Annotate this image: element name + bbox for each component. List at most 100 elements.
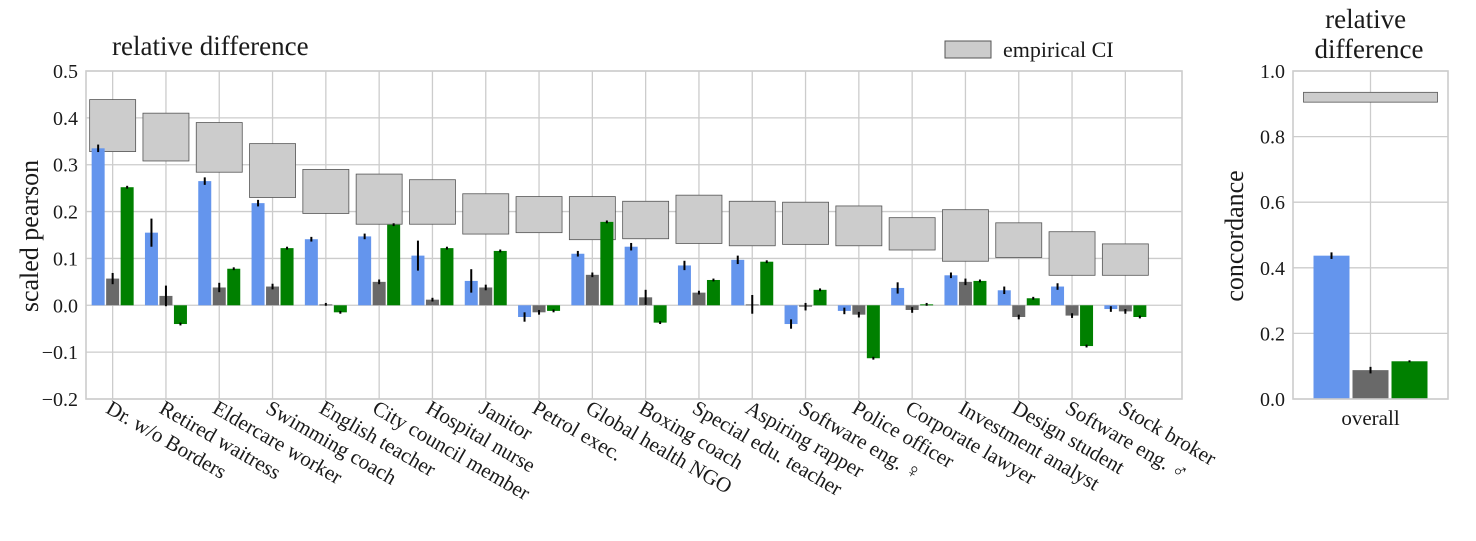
bar <box>1026 298 1040 306</box>
y-tick-label: −0.2 <box>42 389 78 411</box>
bar <box>1080 305 1094 347</box>
legend: empirical CI <box>944 37 1114 62</box>
bar <box>358 236 372 306</box>
y-tick-label: 0.2 <box>53 202 78 224</box>
legend-label-empirical-ci: empirical CI <box>1003 37 1114 62</box>
bar <box>731 259 745 306</box>
bar <box>958 281 972 306</box>
bar <box>464 280 478 306</box>
bar <box>1313 255 1350 399</box>
ci-box <box>89 99 137 152</box>
bar <box>624 246 638 306</box>
ci-box <box>995 222 1043 258</box>
bar <box>706 279 720 306</box>
bar <box>333 305 347 313</box>
x-tick-label: overall <box>1341 406 1399 430</box>
bar <box>198 181 212 306</box>
y-tick-label: 0.3 <box>53 155 78 177</box>
bar <box>585 274 599 306</box>
bar <box>280 248 294 306</box>
bar <box>1352 370 1389 399</box>
main-chart-frame <box>85 70 1183 400</box>
y-tick-label: 0.5 <box>53 61 78 83</box>
ci-box <box>782 201 829 245</box>
ci-box <box>249 143 296 198</box>
bar <box>1065 305 1079 316</box>
ci-box <box>142 112 190 162</box>
y-tick-label: 0.4 <box>1260 258 1285 280</box>
y-tick-label: 0.8 <box>1260 127 1285 149</box>
overall-chart-frame <box>1292 70 1449 400</box>
bar <box>304 239 318 306</box>
bar <box>653 305 667 323</box>
ci-box <box>1101 243 1149 276</box>
bar <box>173 305 187 325</box>
bar <box>1133 305 1147 317</box>
bar <box>973 280 987 306</box>
bar <box>1051 286 1065 306</box>
bar <box>692 292 706 306</box>
ci-box <box>675 194 723 244</box>
bar <box>600 221 614 306</box>
main-chart-ci-boxes <box>89 99 1149 276</box>
ci-box <box>1048 231 1096 276</box>
bar <box>852 305 866 315</box>
bar <box>493 250 507 306</box>
overall-chart-title: relative difference <box>1315 4 1424 64</box>
main-chart-bars <box>91 144 1147 360</box>
overall-chart-bars <box>1313 252 1428 399</box>
bar <box>944 275 958 306</box>
overall-chart-y-axis-label: concordance <box>1220 170 1249 301</box>
ci-box <box>462 193 510 235</box>
y-tick-label: 0.4 <box>53 108 78 130</box>
bar <box>1391 361 1428 399</box>
bar <box>227 268 241 306</box>
y-tick-label: 0.2 <box>1260 323 1285 345</box>
ci-box <box>888 217 936 251</box>
overall-chart-ci-box <box>1303 91 1438 103</box>
overall-chart-y-ticks: 0.0 0.2 0.4 0.6 0.8 1.0 <box>1260 61 1285 411</box>
ci-box <box>622 200 670 240</box>
y-tick-label: −0.1 <box>42 342 78 364</box>
bar <box>91 148 105 306</box>
bar <box>440 248 454 306</box>
ci-box <box>302 168 350 214</box>
main-chart-title: relative difference <box>112 31 309 61</box>
bar <box>866 305 880 359</box>
ci-box <box>355 173 403 225</box>
bar <box>106 278 120 306</box>
y-tick-label: 0.6 <box>1260 192 1285 214</box>
bar <box>547 305 561 311</box>
ci-box <box>409 179 456 225</box>
ci-box <box>942 209 989 262</box>
ci-box <box>1303 91 1438 103</box>
ci-box <box>195 122 243 173</box>
bar <box>479 287 493 306</box>
bar <box>518 305 532 317</box>
bar <box>784 305 798 325</box>
bar <box>251 203 265 306</box>
bar <box>387 224 401 306</box>
y-tick-label: 0.0 <box>53 295 78 317</box>
bar <box>760 261 774 306</box>
ci-box <box>728 200 776 247</box>
bar <box>571 253 585 306</box>
main-chart: relative difference scaled pearson −0.2−… <box>15 31 1220 505</box>
overall-chart: relative difference concordance 0.00.20.… <box>1220 4 1449 430</box>
main-chart-y-axis-label: scaled pearson <box>15 160 44 312</box>
bar <box>532 305 546 313</box>
bar <box>813 289 827 306</box>
bar <box>425 299 439 306</box>
y-tick-label: 1.0 <box>1260 61 1285 83</box>
y-tick-label: 0.0 <box>1260 389 1285 411</box>
bar <box>891 287 905 306</box>
bar <box>120 187 134 306</box>
y-tick-label: 0.1 <box>53 248 78 270</box>
overall-chart-x-ticks: overall <box>1341 406 1399 430</box>
ci-box <box>515 196 563 234</box>
bar <box>212 287 226 306</box>
main-chart-y-ticks: −0.2 −0.1 0.0 0.1 0.2 0.3 0.4 0.5 <box>42 61 78 411</box>
bar <box>372 281 386 306</box>
legend-swatch-empirical-ci <box>944 40 992 59</box>
